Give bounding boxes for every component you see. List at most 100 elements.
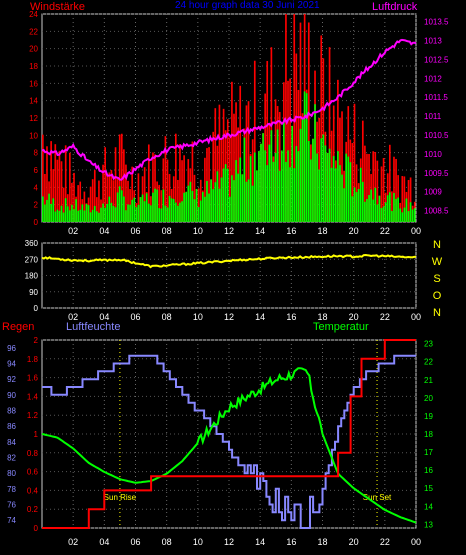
gust-bar <box>376 160 379 222</box>
wind-bar <box>337 151 339 222</box>
wind-bar <box>214 182 217 222</box>
wind-bar <box>44 204 46 222</box>
wind-bar <box>201 191 204 222</box>
gust-bar <box>361 120 364 222</box>
pressure-y-tick-label: 1009 <box>424 188 442 197</box>
wind-bar <box>189 181 192 222</box>
wind-bar <box>50 203 52 222</box>
gust-bar <box>364 145 366 222</box>
wind-bar <box>229 196 231 222</box>
wind-bar <box>320 138 323 222</box>
gust-bar <box>395 158 397 222</box>
wind-bar <box>104 207 106 222</box>
gust-bar <box>79 181 82 222</box>
temperature-y-tick-label: 16 <box>424 466 433 475</box>
wind-bar <box>160 208 163 222</box>
temperature-y-tick-label: 13 <box>424 520 433 529</box>
gust-bar <box>278 112 281 222</box>
pressure-y-tick-label: 1011.5 <box>424 93 448 102</box>
wind-bar <box>195 189 198 222</box>
wind-x-tick-label: 06 <box>130 226 140 236</box>
wind-x-tick-label: 22 <box>380 226 390 236</box>
sun-marker-label: Sun Set <box>363 493 392 502</box>
wind-bar <box>314 104 316 222</box>
gust-bar <box>54 144 57 222</box>
wind-bar <box>120 190 123 222</box>
gust-bar <box>62 187 65 222</box>
pressure-axis-title: Luftdruck <box>372 1 418 13</box>
gust-bar <box>93 170 96 222</box>
pressure-y-tick-label: 1013.5 <box>424 18 449 27</box>
gust-bar <box>98 180 100 222</box>
direction-y-tick-label: 270 <box>25 255 39 264</box>
sun-marker-label: Sun Rise <box>104 493 137 502</box>
rain-line <box>42 339 416 529</box>
humidity-y-tick-label: 82 <box>7 454 16 463</box>
wind-bar <box>280 150 283 222</box>
humidity-y-tick-label: 80 <box>7 469 16 478</box>
pressure-y-tick-label: 1012.5 <box>424 55 449 64</box>
gust-bar <box>179 144 181 222</box>
wind-x-tick-label: 02 <box>68 226 78 236</box>
wind-bar <box>204 196 206 222</box>
wind-bar <box>220 177 223 222</box>
pressure-y-tick-label: 1012 <box>424 74 442 83</box>
wind-bar <box>174 202 177 222</box>
direction-x-tick-label: 04 <box>99 312 109 322</box>
gust-bar <box>73 172 75 222</box>
gust-bar <box>143 167 146 222</box>
wind-bar <box>318 169 321 222</box>
pressure-y-tick-label: 1009.5 <box>424 169 449 178</box>
wind-bar <box>245 181 248 222</box>
gust-bar <box>56 159 59 222</box>
gust-bar <box>374 152 377 222</box>
humidity-y-tick-label: 90 <box>7 391 16 400</box>
gust-bar <box>231 81 233 222</box>
gust-bar <box>393 156 395 222</box>
gust-bar <box>50 141 52 222</box>
rain-y-tick-label: 0.2 <box>27 505 39 514</box>
wind-axis-title: Windstärke <box>30 1 85 13</box>
wind-bar <box>66 206 69 222</box>
gust-bar <box>218 104 221 222</box>
rain-y-tick-label: 2 <box>34 336 39 345</box>
gust-bar <box>222 108 225 222</box>
wind-bar <box>413 208 416 222</box>
wind-bar <box>403 207 406 222</box>
wind-x-tick-label: 20 <box>349 226 359 236</box>
wind-bar <box>48 193 50 222</box>
wind-bar <box>303 91 306 222</box>
gust-bar <box>137 173 140 222</box>
wind-bar <box>353 187 356 222</box>
gust-bar <box>183 155 185 222</box>
wind-bar <box>274 152 277 222</box>
wind-y-tick-label: 6 <box>34 166 39 175</box>
gust-bar <box>341 111 343 222</box>
gust-bar <box>372 151 375 222</box>
wind-x-tick-label: 14 <box>255 226 265 236</box>
wind-bar <box>272 161 275 222</box>
wind-bar <box>222 168 225 222</box>
wind-bar <box>54 211 57 222</box>
rain-y-tick-label: 1.6 <box>27 374 39 383</box>
wind-bar <box>372 199 375 222</box>
gust-bar <box>380 166 383 222</box>
wind-bar <box>339 165 341 222</box>
gust-bar <box>409 177 412 222</box>
wind-bar <box>64 198 67 222</box>
rain-axis-title: Regen <box>2 321 34 333</box>
gust-bar <box>71 182 73 222</box>
wind-x-tick-label: 12 <box>224 226 234 236</box>
gust-bar <box>114 147 117 222</box>
wind-y-tick-label: 4 <box>34 183 39 192</box>
wind-bar <box>181 201 183 222</box>
wind-bar <box>85 203 88 222</box>
wind-bar <box>145 193 148 222</box>
wind-bar <box>241 174 244 222</box>
direction-x-tick-label: 16 <box>286 312 296 322</box>
wind-bar <box>310 159 312 222</box>
wind-bar <box>231 175 233 222</box>
wind-bar <box>218 188 221 222</box>
wind-x-tick-label: 04 <box>99 226 109 236</box>
wind-bar <box>96 211 98 222</box>
